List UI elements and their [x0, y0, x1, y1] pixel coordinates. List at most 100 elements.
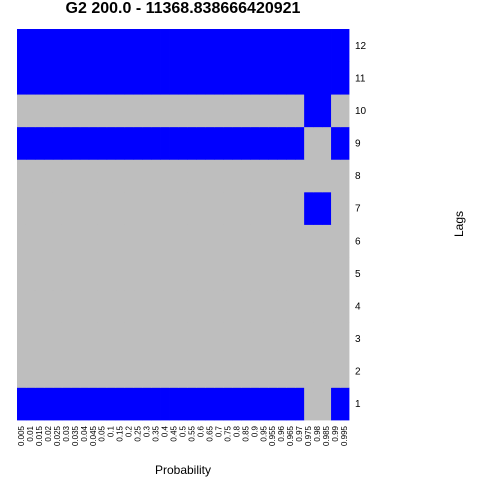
heatmap-cell: [295, 257, 305, 291]
heatmap-cell: [151, 191, 161, 225]
heatmap-cell: [160, 191, 170, 225]
heatmap-cell: [313, 126, 323, 160]
heatmap-cell: [331, 387, 341, 421]
heatmap-cell: [61, 191, 72, 225]
heatmap-cell: [322, 126, 332, 160]
heatmap-cell: [223, 191, 233, 225]
heatmap-cell: [97, 224, 108, 258]
heatmap-cell: [178, 322, 188, 356]
heatmap-cell: [97, 387, 108, 421]
heatmap-cell: [43, 126, 54, 160]
heatmap-cell: [61, 61, 72, 95]
heatmap-cell: [223, 224, 233, 258]
heatmap-cell: [187, 322, 197, 356]
x-tick-label: 0.955: [268, 425, 277, 446]
heatmap-cell: [52, 61, 63, 95]
heatmap-cell: [70, 224, 81, 258]
heatmap-cell: [223, 289, 233, 323]
heatmap-cell: [124, 61, 135, 95]
heatmap-cell: [115, 159, 126, 193]
heatmap-cell: [52, 159, 63, 193]
x-tick-label: 0.1: [107, 425, 116, 437]
heatmap-cell: [214, 289, 224, 323]
x-tick-label: 0.97: [295, 425, 304, 441]
heatmap-cell: [178, 61, 188, 95]
heatmap-cell: [34, 29, 45, 62]
x-tick-label: 0.96: [277, 425, 286, 441]
heatmap-cell: [70, 61, 81, 95]
heatmap-cell: [196, 61, 206, 95]
heatmap-cell: [277, 289, 287, 323]
heatmap-cell: [43, 224, 54, 258]
heatmap-cell: [151, 94, 161, 128]
heatmap-cell: [313, 224, 323, 258]
heatmap-cell: [61, 29, 72, 62]
x-tick-label: 0.015: [35, 425, 44, 446]
heatmap-cell: [106, 257, 117, 291]
heatmap-cell: [43, 61, 54, 95]
heatmap-cell: [25, 289, 36, 323]
heatmap-cell: [241, 224, 251, 258]
heatmap-cell: [241, 289, 251, 323]
heatmap-cell: [124, 191, 135, 225]
y-tick-label: 8: [355, 171, 361, 182]
heatmap-cell: [286, 29, 296, 62]
x-tick-label: 0.75: [223, 425, 232, 441]
heatmap-cell: [250, 354, 260, 388]
heatmap-cell: [340, 322, 350, 356]
heatmap-cell: [52, 289, 63, 323]
heatmap-cell: [160, 159, 170, 193]
x-tick-label: 0.02: [44, 425, 53, 441]
heatmap-cell: [142, 322, 152, 356]
x-axis-label: Probability: [155, 463, 211, 477]
heatmap-cell: [178, 191, 188, 225]
heatmap-cell: [133, 387, 144, 421]
heatmap-cell: [34, 159, 45, 193]
heatmap-cell: [232, 159, 242, 193]
heatmap-cell: [34, 61, 45, 95]
heatmap-cell: [34, 354, 45, 388]
heatmap-cell: [43, 322, 54, 356]
heatmap-cell: [70, 126, 81, 160]
heatmap-cell: [304, 289, 314, 323]
heatmap-cell: [169, 354, 179, 388]
heatmap-cell: [223, 61, 233, 95]
heatmap-cell: [268, 289, 278, 323]
heatmap-cell: [106, 387, 117, 421]
heatmap-cell: [70, 257, 81, 291]
heatmap-cell: [268, 29, 278, 62]
heatmap-cell: [295, 159, 305, 193]
y-tick-label: 12: [355, 41, 367, 52]
heatmap-cell: [25, 354, 36, 388]
heatmap-cell: [115, 387, 126, 421]
heatmap-cell: [304, 94, 314, 128]
heatmap-cell: [178, 224, 188, 258]
heatmap-cell: [34, 289, 45, 323]
heatmap-cell: [214, 191, 224, 225]
x-tick-label: 0.4: [161, 425, 170, 437]
heatmap-cell: [151, 387, 161, 421]
heatmap-cell: [61, 387, 72, 421]
heatmap-cell: [70, 191, 81, 225]
heatmap-cell: [196, 29, 206, 62]
heatmap-cell: [61, 354, 72, 388]
heatmap-cell: [88, 289, 99, 323]
heatmap-cell: [142, 159, 152, 193]
heatmap-cell: [268, 159, 278, 193]
heatmap-cell: [250, 322, 260, 356]
x-tick-label: 0.35: [152, 425, 161, 441]
heatmap-cell: [304, 354, 314, 388]
heatmap-cell: [286, 387, 296, 421]
heatmap-cell: [88, 126, 99, 160]
heatmap-cell: [322, 191, 332, 225]
x-tick-label: 0.55: [187, 425, 196, 441]
heatmap-cell: [259, 257, 269, 291]
heatmap-cell: [142, 289, 152, 323]
heatmap-cell: [214, 159, 224, 193]
heatmap-cell: [25, 191, 36, 225]
heatmap-cell: [187, 257, 197, 291]
heatmap-cell: [196, 257, 206, 291]
heatmap-cell: [133, 354, 144, 388]
heatmap-cell: [43, 191, 54, 225]
